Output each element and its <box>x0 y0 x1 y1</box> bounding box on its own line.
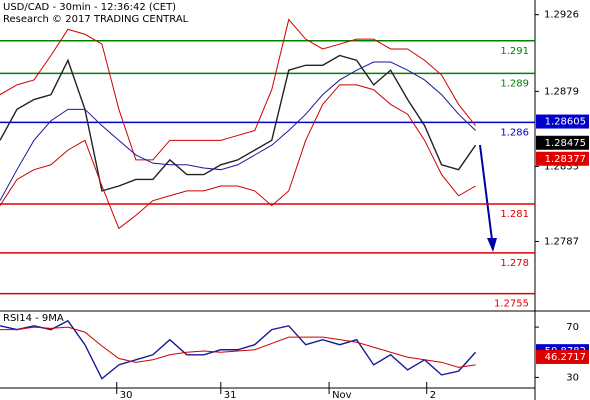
price-tag <box>536 151 589 166</box>
level-label: 1.289 <box>500 78 529 89</box>
y-tick-label: 70 <box>566 322 579 333</box>
arrow-head <box>487 238 497 252</box>
series-line <box>0 18 476 161</box>
series-line <box>0 319 477 380</box>
price-tag-label: 1.28475 <box>545 138 586 149</box>
series-line <box>0 61 476 201</box>
price-tag <box>536 349 589 364</box>
x-tick-label: Nov <box>332 390 352 400</box>
x-tick-label: 31 <box>224 390 237 400</box>
series-line <box>0 326 476 368</box>
level-label: 1.281 <box>500 209 529 220</box>
level-label: 1.291 <box>500 46 529 57</box>
chart-subtitle: Research © 2017 TRADING CENTRAL <box>3 14 189 25</box>
price-tag-label: 46.2717 <box>545 352 586 363</box>
y-tick-label: 30 <box>566 372 579 383</box>
level-label: 1.286 <box>500 127 529 138</box>
x-tick-label: 2 <box>430 390 436 400</box>
x-tick-label: 30 <box>120 390 133 400</box>
forecast-arrow <box>479 144 493 241</box>
level-label: 1.278 <box>500 258 529 269</box>
series-line <box>0 54 477 192</box>
chart-title: USD/CAD - 30min - 12:36:42 (CET) <box>3 2 176 13</box>
price-tag <box>536 135 589 150</box>
price-tag-label: 1.28377 <box>545 154 586 165</box>
y-tick-label: 1.2926 <box>544 10 579 21</box>
y-tick-label: 1.2787 <box>544 236 579 247</box>
y-tick-label: 1.2833 <box>544 161 579 172</box>
price-tag <box>536 114 589 129</box>
series-line <box>0 84 476 230</box>
price-tag-label: 1.28605 <box>545 117 586 128</box>
y-tick-label: 1.2879 <box>544 86 579 97</box>
rsi-title: RSI14 - 9MA <box>3 313 64 324</box>
level-label: 1.2755 <box>494 299 529 310</box>
